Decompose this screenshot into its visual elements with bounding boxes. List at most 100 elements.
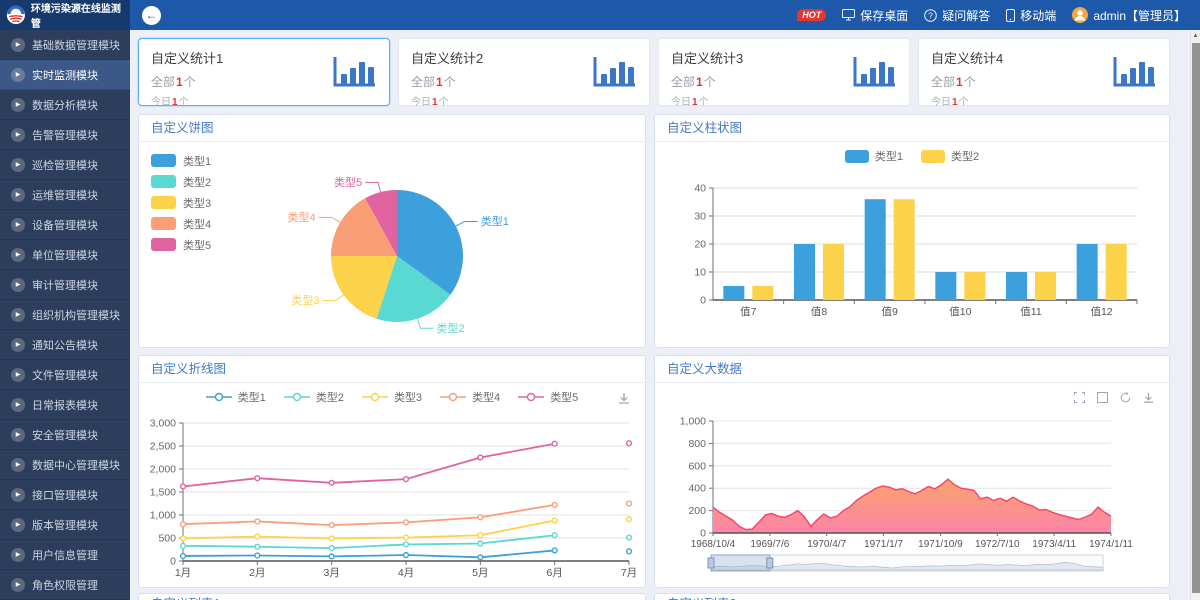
stat-card[interactable]: 自定义统计2 全部1个 今日1个: [398, 38, 650, 108]
back-button[interactable]: ←: [142, 5, 161, 25]
legend-item[interactable]: 类型3: [361, 389, 422, 405]
sidebar-item[interactable]: ▶ 数据分析模块: [0, 90, 130, 120]
datazoom-handle[interactable]: [707, 557, 715, 569]
sidebar-item[interactable]: ▶ 审计管理模块: [0, 270, 130, 300]
legend-label: 类型4: [472, 392, 501, 404]
legend-item[interactable]: 类型5: [151, 234, 211, 255]
svg-text:值12: 值12: [1091, 305, 1113, 318]
svg-text:2,500: 2,500: [150, 441, 176, 453]
datazoom-window[interactable]: [710, 554, 771, 572]
legend-item[interactable]: 类型4: [440, 389, 500, 405]
sidebar-item[interactable]: ▶ 运维管理模块: [0, 180, 130, 210]
sidebar-item[interactable]: ▶ 通知公告模块: [0, 330, 130, 360]
avatar-icon: [1072, 7, 1089, 23]
user-menu[interactable]: admin【管理员】: [1072, 7, 1186, 24]
legend-swatch: [151, 175, 176, 188]
stat-card-today-count: 今日1个: [411, 97, 449, 108]
legend-label: 类型2: [183, 176, 212, 189]
sidebar-item[interactable]: ▶ 数据中心管理模块: [0, 450, 130, 480]
stat-card-all-count: 全部1个: [411, 75, 456, 89]
sidebar-item-label: 巡检管理模块: [32, 159, 98, 172]
stat-card-title: 自定义统计4: [931, 51, 1004, 66]
legend-item[interactable]: 类型2: [283, 389, 344, 405]
svg-text:2月: 2月: [249, 567, 265, 579]
legend-line-marker: [440, 392, 467, 402]
svg-text:1968/10/4: 1968/10/4: [691, 539, 736, 550]
datazoom-handle[interactable]: [766, 557, 774, 569]
chevron-right-circle-icon: ▶: [11, 427, 25, 442]
legend-item[interactable]: 类型1: [844, 148, 903, 164]
sidebar-item[interactable]: ▶ 巡检管理模块: [0, 150, 130, 180]
legend-item[interactable]: 类型4: [151, 213, 211, 234]
stat-card-all-count: 全部1个: [931, 75, 976, 89]
legend-item[interactable]: 类型2: [151, 171, 211, 192]
qa-button[interactable]: ? 疑问解答: [924, 7, 990, 24]
sidebar-item-label: 通知公告模块: [32, 339, 98, 352]
chevron-right-circle-icon: ▶: [11, 217, 25, 232]
restore-icon[interactable]: [1119, 391, 1132, 404]
legend-label: 类型4: [183, 218, 212, 231]
sidebar-item[interactable]: ▶ 单位管理模块: [0, 240, 130, 270]
sidebar-item[interactable]: ▶ 日常报表模块: [0, 390, 130, 420]
legend-item[interactable]: 类型1: [151, 150, 211, 171]
zoom-reset-icon[interactable]: [1096, 391, 1109, 404]
sidebar-item-label: 角色权限管理: [32, 579, 98, 592]
sidebar-item[interactable]: ▶ 告警管理模块: [0, 120, 130, 150]
pie-legend: 类型1 类型2 类型3 类型4 类型5: [151, 150, 211, 255]
stat-card[interactable]: 自定义统计3 全部1个 今日1个: [658, 38, 910, 108]
sidebar-item[interactable]: ▶ 角色权限管理: [0, 570, 130, 600]
sidebar-item-label: 告警管理模块: [32, 129, 98, 142]
mobile-button[interactable]: 移动端: [1006, 7, 1056, 24]
svg-text:6月: 6月: [546, 567, 562, 579]
chevron-right-circle-icon: ▶: [11, 547, 25, 562]
sidebar-item[interactable]: ▶ 接口管理模块: [0, 480, 130, 510]
sidebar-item[interactable]: ▶ 设备管理模块: [0, 210, 130, 240]
legend-item[interactable]: 类型5: [518, 389, 578, 405]
svg-text:?: ?: [928, 10, 933, 20]
area-chart[interactable]: 0 200 400 600 800 1,000 1968/10/4 1969/7/6 1970/…: [655, 383, 1169, 587]
sidebar-item[interactable]: ▶ 安全管理模块: [0, 420, 130, 450]
panel-title: 自定义列表2: [655, 594, 1169, 600]
pie-chart[interactable]: 类型1 类型2 类型3 类型4 类型5: [139, 142, 645, 347]
vertical-scrollbar[interactable]: ▲: [1190, 30, 1200, 600]
save-desktop-button[interactable]: 保存桌面: [842, 7, 908, 24]
svg-text:类型3: 类型3: [291, 293, 319, 307]
download-icon[interactable]: [1142, 391, 1155, 404]
legend-line-marker: [205, 392, 232, 402]
svg-text:1,000: 1,000: [680, 416, 706, 428]
sidebar-item[interactable]: ▶ 实时监测模块: [0, 60, 130, 90]
legend-item[interactable]: 类型1: [205, 389, 266, 405]
legend-label: 类型1: [237, 392, 266, 404]
svg-text:3月: 3月: [323, 567, 339, 579]
svg-text:1970/4/7: 1970/4/7: [807, 539, 846, 550]
scroll-up-button[interactable]: ▲: [1192, 33, 1199, 39]
chevron-right-circle-icon: ▶: [11, 277, 25, 292]
sidebar-item[interactable]: ▶ 基础数据管理模块: [0, 30, 130, 60]
stat-card[interactable]: 自定义统计4 全部1个 今日1个: [918, 38, 1170, 108]
arrow-left-icon: ←: [145, 8, 158, 22]
legend-item[interactable]: 类型3: [151, 192, 211, 213]
sidebar-item[interactable]: ▶ 版本管理模块: [0, 510, 130, 540]
download-icon[interactable]: [617, 391, 631, 405]
svg-text:5月: 5月: [472, 567, 488, 579]
legend-swatch: [151, 217, 176, 230]
chevron-right-circle-icon: ▶: [11, 577, 25, 592]
chevron-right-circle-icon: ▶: [11, 127, 25, 142]
legend-line-marker: [283, 392, 310, 402]
bar-chart[interactable]: 0 10 20 30 40 值7 值8 值9 值10 值11 值12: [655, 142, 1169, 347]
zoom-select-icon[interactable]: [1073, 391, 1086, 404]
svg-text:0: 0: [170, 556, 176, 568]
stat-card[interactable]: 自定义统计1 全部1个 今日1个: [138, 38, 390, 108]
svg-text:1974/1/11: 1974/1/11: [1089, 539, 1133, 550]
sidebar-item-label: 接口管理模块: [32, 489, 98, 502]
svg-text:1971/10/9: 1971/10/9: [918, 539, 963, 550]
legend-item[interactable]: 类型2: [921, 148, 979, 164]
line-chart[interactable]: 0 500 1,000 1,500 2,000 2,500 3,000 1月 2月 3月 4月 5月 6…: [139, 383, 645, 587]
scrollbar-thumb[interactable]: [1192, 43, 1200, 593]
legend-swatch: [151, 238, 176, 251]
sidebar-item[interactable]: ▶ 文件管理模块: [0, 360, 130, 390]
sidebar-item[interactable]: ▶ 用户信息管理: [0, 540, 130, 570]
chevron-right-circle-icon: ▶: [11, 307, 25, 322]
sidebar-item[interactable]: ▶ 组织机构管理模块: [0, 300, 130, 330]
app-header: 环境污染源在线监测管 ← HOT 保存桌面 ? 疑问解答 移动端: [0, 0, 1200, 30]
